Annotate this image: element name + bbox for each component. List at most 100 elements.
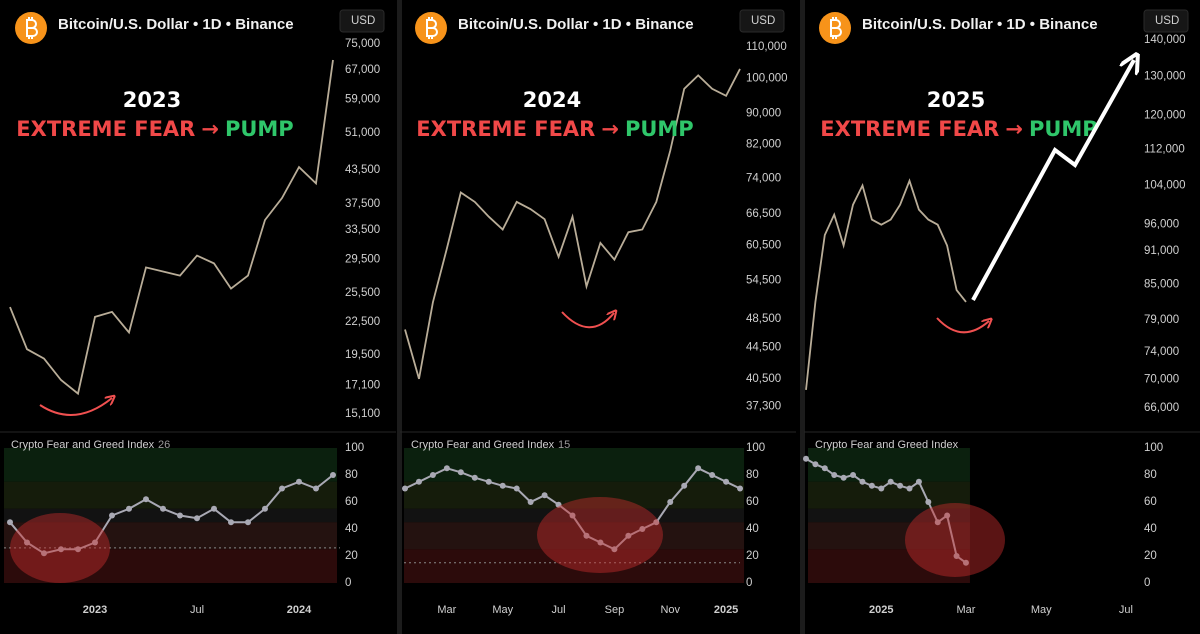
y-tick-label: 33,500 [345, 224, 380, 236]
y-tick-label: 37,500 [345, 198, 380, 210]
indicator-dot [681, 482, 688, 489]
indicator-dot [177, 512, 183, 519]
indicator-dot [812, 461, 819, 468]
indicator-dot [262, 505, 268, 512]
indicator-dot [859, 478, 866, 485]
y-tick-label: 17,100 [345, 379, 380, 391]
y-tick-label: 120,000 [1144, 110, 1186, 122]
indicator-value: 26 [158, 439, 170, 451]
chart-title: Bitcoin/U.S. Dollar • 1D • Binance [862, 16, 1098, 33]
indicator-dot [906, 485, 913, 492]
bottom-arrow [561, 312, 614, 329]
x-tick-label: Sep [605, 604, 625, 616]
indicator-dot [569, 512, 576, 519]
y-tick-label: 48,500 [746, 313, 781, 325]
indicator-dot [831, 472, 838, 478]
indicator-dot [143, 496, 149, 503]
indicator-dot [527, 499, 534, 505]
y-tick-label: 104,000 [1144, 180, 1186, 192]
x-tick-label: May [492, 604, 513, 616]
fear-highlight [905, 503, 1005, 577]
indicator-dot [296, 478, 302, 485]
y-tick-label: 67,000 [345, 64, 380, 76]
price-line [9, 59, 334, 396]
y-tick-label: 130,000 [1144, 70, 1186, 82]
chart-title: Bitcoin/U.S. Dollar • 1D • Binance [58, 16, 294, 33]
y-tick-label: 90,000 [746, 108, 781, 120]
price-line [404, 68, 741, 380]
headline: EXTREME FEAR → PUMP [16, 117, 293, 141]
indicator-tick-label: 100 [746, 442, 765, 454]
y-tick-label: 74,000 [1144, 346, 1179, 358]
indicator-dot [499, 482, 506, 489]
indicator-dot [485, 478, 492, 485]
indicator-dot [313, 485, 319, 492]
y-tick-label: 79,000 [1144, 314, 1179, 326]
zone-band [404, 522, 745, 550]
indicator-dot [803, 455, 809, 462]
y-tick-label: 110,000 [746, 41, 787, 53]
indicator-dot [915, 478, 922, 485]
indicator-dot [41, 550, 47, 557]
indicator-dot [597, 539, 604, 546]
indicator-dot [443, 465, 450, 472]
y-tick-label: 29,500 [345, 253, 380, 265]
x-tick-label: 2023 [83, 604, 107, 616]
x-tick-label: May [1031, 604, 1052, 616]
x-tick-label: 2025 [714, 604, 738, 616]
arrow-text: → [201, 117, 219, 141]
indicator-dot [429, 472, 436, 478]
price-line [805, 178, 967, 390]
indicator-tick-label: 80 [746, 469, 759, 481]
indicator-dot [160, 505, 166, 512]
indicator-dot [723, 478, 730, 485]
indicator-tick-label: 100 [1144, 442, 1163, 454]
indicator-tick-label: 40 [345, 523, 358, 535]
indicator-dot [737, 485, 744, 492]
indicator-tick-label: 80 [345, 469, 358, 481]
indicator-dot [7, 519, 13, 526]
y-tick-label: 15,100 [345, 408, 380, 420]
y-tick-label: 66,000 [1144, 402, 1179, 414]
indicator-dot [639, 526, 646, 532]
y-tick-label: 60,500 [746, 240, 781, 252]
projection-arrow [971, 60, 1134, 301]
arrow-text: → [601, 117, 619, 141]
indicator-dot [840, 474, 847, 481]
y-tick-label: 66,500 [746, 208, 781, 220]
x-tick-label: Jul [190, 604, 204, 616]
pump-text: PUMP [1029, 117, 1098, 141]
indicator-dot [58, 546, 64, 553]
y-tick-label: 112,000 [1144, 143, 1185, 155]
indicator-tick-label: 100 [345, 442, 364, 454]
indicator-dot [402, 485, 408, 492]
fear-highlight [10, 513, 110, 583]
zone-band [4, 448, 337, 482]
y-tick-label: 25,500 [345, 287, 380, 299]
indicator-dot [695, 465, 702, 472]
y-tick-label: 100,000 [746, 73, 788, 85]
indicator-dot [709, 472, 716, 478]
currency-box [339, 9, 385, 33]
indicator-dot [611, 546, 618, 553]
currency-label: USD [1155, 15, 1179, 27]
indicator-dot [625, 532, 632, 539]
bitcoin-glyph [426, 17, 438, 39]
indicator-tick-label: 0 [746, 577, 752, 589]
indicator-tick-label: 0 [1144, 577, 1150, 589]
indicator-dot [75, 546, 81, 553]
indicator-value: 15 [558, 439, 570, 451]
year-label: 2024 [523, 88, 581, 112]
indicator-dot [415, 478, 422, 485]
indicator-tick-label: 60 [1144, 496, 1157, 508]
indicator-dot [821, 465, 828, 472]
panel-separator [800, 0, 805, 634]
x-tick-label: Mar [437, 604, 456, 616]
indicator-dot [471, 474, 478, 481]
indicator-tick-label: 20 [746, 550, 759, 562]
x-tick-label: 2024 [287, 604, 312, 616]
indicator-dot [850, 472, 857, 478]
indicator-dot [555, 501, 562, 508]
indicator-dot [934, 519, 941, 526]
